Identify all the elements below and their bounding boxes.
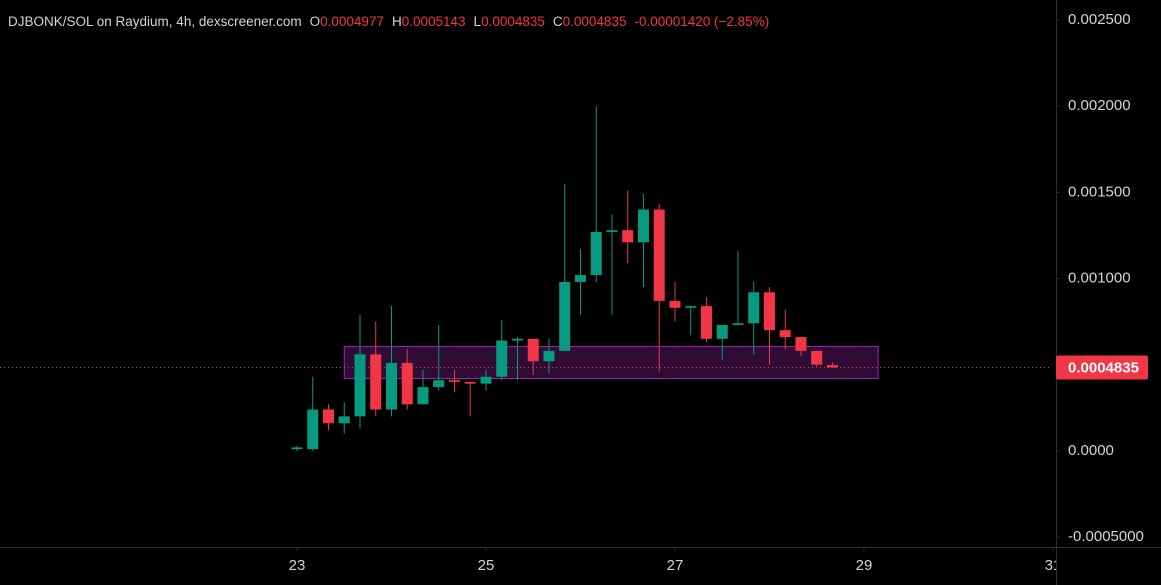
candle-body (606, 230, 618, 232)
candle-body (748, 292, 760, 324)
candle-body (811, 350, 823, 365)
zone-box (343, 346, 879, 379)
legend-text: 0.0004835 (563, 14, 627, 29)
candle-body (464, 381, 476, 384)
candle-body (417, 387, 429, 405)
x-tick-label: 29 (856, 557, 873, 574)
candle-body (574, 275, 586, 282)
x-axis: 23 25 27 29 31 (289, 547, 1062, 574)
candle-body (716, 325, 728, 339)
candle-body (385, 362, 397, 410)
candle-body (480, 376, 492, 384)
legend-text: -0.00001420 (−2.85%) (634, 14, 769, 29)
y-tick-label: 0.002500 (1068, 11, 1131, 28)
candle-body (685, 306, 697, 308)
x-tick-label: 23 (289, 557, 306, 574)
legend-text: O (310, 14, 321, 29)
y-tick-label: 0.001000 (1068, 269, 1131, 286)
candle-body (826, 365, 838, 368)
x-tick-label: 31 (1045, 557, 1062, 574)
candle-body (322, 409, 334, 424)
candle-body (291, 447, 303, 450)
candle-body (527, 338, 539, 362)
legend-text: 0.0004977 (320, 14, 384, 29)
candle-body (354, 354, 366, 417)
candle-body (433, 380, 445, 388)
price-label: 0.0004835 (1068, 359, 1139, 376)
candle-body (511, 338, 523, 341)
candle-body (370, 354, 382, 410)
legend-text: DJBONK/SOL on Raydium, 4h, dexscreener.c… (8, 14, 302, 29)
candle-body (653, 209, 665, 301)
candle-body (496, 340, 508, 377)
legend-text: H (392, 14, 402, 29)
candle-body (622, 230, 634, 243)
legend-text: 0.0005143 (402, 14, 466, 29)
candle-body (559, 281, 571, 351)
candle-body (401, 362, 413, 405)
candle-body (700, 306, 712, 339)
candle-body (779, 330, 791, 338)
candle-body (637, 209, 649, 243)
x-tick-label: 25 (478, 557, 495, 574)
candle-body (669, 300, 681, 308)
candle-body (590, 231, 602, 276)
candle-body (732, 323, 744, 326)
legend-text: 0.0004835 (481, 14, 545, 29)
candle-body (307, 409, 319, 450)
y-tick-label: 0.001500 (1068, 183, 1131, 200)
candle-body (795, 337, 807, 351)
candle-body (763, 292, 775, 331)
y-tick-label: -0.0005000 (1068, 528, 1144, 545)
price-label-bg (1056, 355, 1148, 380)
x-tick-label: 27 (667, 557, 684, 574)
y-tick-label: 0.0000 (1068, 442, 1114, 459)
y-tick-label: 0.002000 (1068, 97, 1131, 114)
candle-body (543, 350, 555, 362)
plot (0, 106, 1052, 451)
legend-text: L (474, 14, 482, 29)
legend: DJBONK/SOL on Raydium, 4h, dexscreener.c… (8, 14, 769, 29)
candle-body (338, 416, 350, 424)
candle-body (448, 380, 460, 382)
legend-text: C (553, 14, 563, 29)
